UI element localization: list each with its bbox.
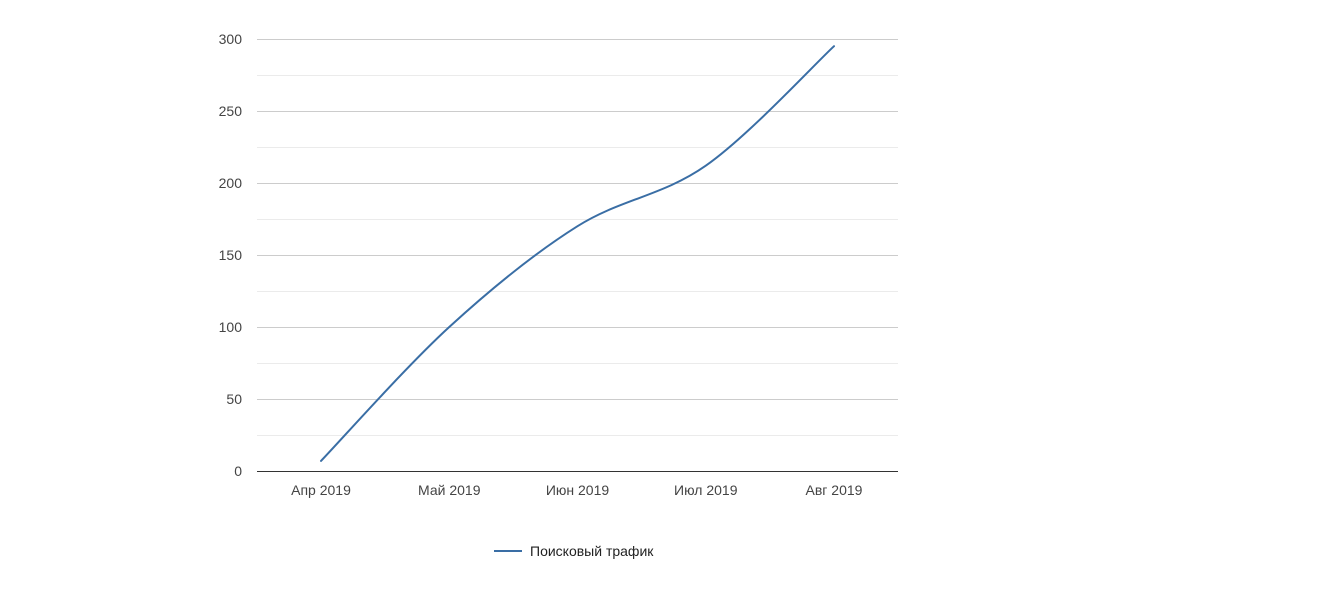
chart-series (320, 45, 835, 462)
x-tick-label: Май 2019 (418, 482, 481, 498)
series-line-search-traffic[interactable] (320, 45, 835, 462)
chart-gridlines (257, 39, 898, 472)
x-axis-tick-labels: Апр 2019 Май 2019 Июн 2019 Июл 2019 Авг 2019 (291, 482, 863, 498)
y-tick-label: 150 (219, 247, 243, 263)
y-tick-label: 50 (226, 391, 242, 407)
x-tick-label: Апр 2019 (291, 482, 351, 498)
y-tick-label: 250 (219, 103, 243, 119)
y-tick-label: 0 (234, 463, 242, 479)
x-tick-label: Июн 2019 (546, 482, 610, 498)
y-tick-label: 300 (219, 31, 243, 47)
chart-legend[interactable]: Поисковый трафик (494, 543, 654, 559)
y-axis-tick-labels: 0 50 100 150 200 250 300 (219, 31, 243, 479)
legend-label[interactable]: Поисковый трафик (530, 543, 654, 559)
x-tick-label: Авг 2019 (806, 482, 863, 498)
y-tick-label: 100 (219, 319, 243, 335)
x-tick-label: Июл 2019 (674, 482, 738, 498)
y-tick-label: 200 (219, 175, 243, 191)
